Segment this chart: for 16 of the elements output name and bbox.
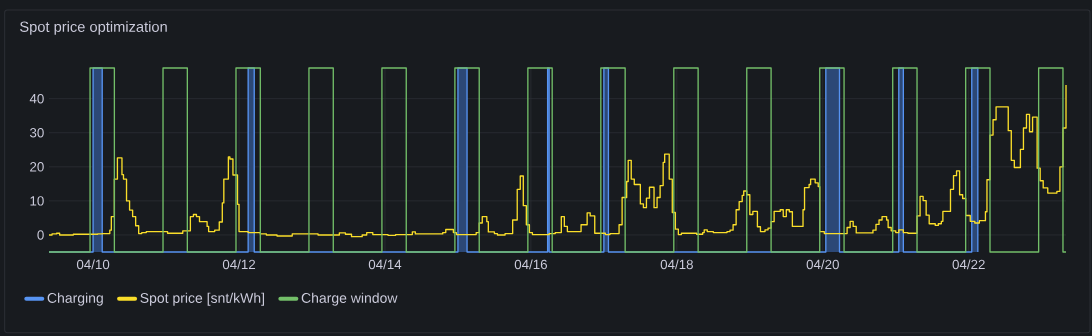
chart-title: Spot price optimization: [20, 21, 167, 35]
x-tick-label: 04/18: [660, 259, 693, 270]
x-tick-label: 04/12: [222, 259, 256, 270]
x-tick-label: 04/20: [806, 259, 839, 270]
x-tick-label: 04/16: [514, 259, 547, 270]
y-tick-label: 40: [29, 93, 44, 104]
y-tick-label: 30: [29, 128, 44, 138]
y-tick-label: 20: [30, 162, 44, 172]
x-tick-label: 04/10: [76, 259, 110, 270]
y-tick-label: 0: [37, 230, 44, 240]
legend-label: Charge window: [301, 292, 398, 306]
legend-label: Charging: [47, 292, 103, 306]
legend-label: Spot price [snt/kWh]: [140, 292, 265, 306]
y-tick-label: 10: [30, 196, 44, 206]
x-tick-label: 04/22: [952, 259, 985, 270]
x-tick-label: 04/14: [368, 259, 402, 270]
